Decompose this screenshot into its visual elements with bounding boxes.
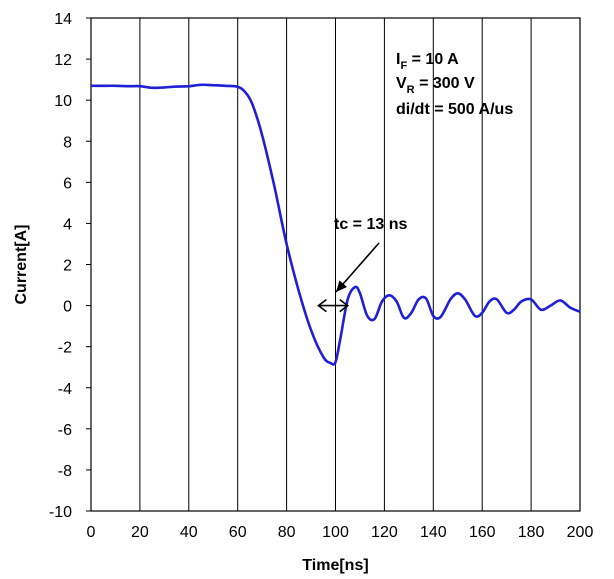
x-tick-label: 180 xyxy=(518,524,545,541)
y-tick-label: 14 xyxy=(54,11,72,28)
condition-if-label: IF = 10 A xyxy=(396,51,459,72)
condition-vr-label: VR = 300 V xyxy=(396,75,475,96)
x-tick-label: 200 xyxy=(567,524,594,541)
tc-annotation-label: tc = 13 ns xyxy=(334,216,407,233)
x-tick-label: 80 xyxy=(278,524,296,541)
y-tick-label: -2 xyxy=(58,340,72,357)
x-tick-label: 100 xyxy=(322,524,349,541)
x-tick-label: 60 xyxy=(229,524,247,541)
x-tick-label: 20 xyxy=(131,524,149,541)
tc-span-arrowhead-right xyxy=(339,298,350,313)
y-tick-label: 2 xyxy=(63,258,72,275)
vertical-grid-lines xyxy=(139,18,532,511)
x-axis-title: Time[ns] xyxy=(302,557,368,574)
y-tick-labels: -10 -8 -6 -4 -2 0 2 4 6 8 10 12 14 xyxy=(49,11,91,521)
x-tick-label: 140 xyxy=(420,524,447,541)
x-tick-label: 120 xyxy=(371,524,398,541)
y-tick-label: 10 xyxy=(54,93,72,110)
tc-pointer-arrowhead xyxy=(336,280,347,292)
y-tick-label: -6 xyxy=(58,422,72,439)
x-tick-label: 0 xyxy=(87,524,96,541)
y-tick-label: 0 xyxy=(63,299,72,316)
y-tick-label: 12 xyxy=(54,52,72,69)
condition-didt-label: di/dt = 500 A/us xyxy=(396,101,513,118)
y-tick-label: -4 xyxy=(58,381,72,398)
tc-span-arrowhead-left xyxy=(317,298,327,313)
x-tick-label: 160 xyxy=(469,524,496,541)
x-tick-label: 40 xyxy=(180,524,198,541)
x-tick-labels: 0 20 40 60 80 100 120 140 160 180 200 xyxy=(87,524,594,541)
y-tick-label: 4 xyxy=(63,216,72,233)
current-series-line xyxy=(91,83,581,366)
y-tick-label: 6 xyxy=(63,175,72,192)
y-tick-label: 8 xyxy=(63,134,72,151)
y-axis-title: Current[A] xyxy=(13,225,30,305)
y-tick-label: -10 xyxy=(49,504,72,521)
y-tick-label: -8 xyxy=(58,463,72,480)
